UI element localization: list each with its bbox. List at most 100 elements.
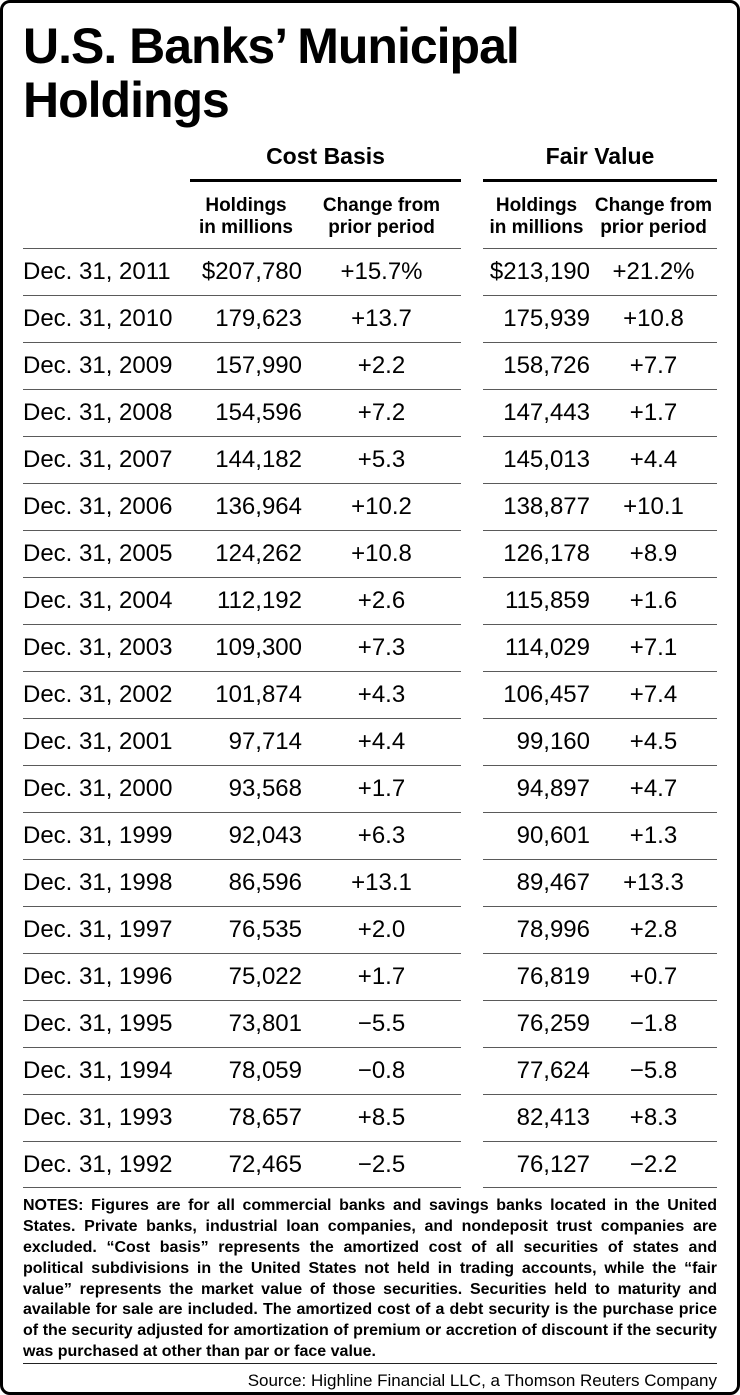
date-cell: Dec. 31, 1992 <box>23 1150 173 1178</box>
cost-change-cell: +1.7 <box>357 775 406 803</box>
date-cell: Dec. 31, 1999 <box>23 822 173 850</box>
fair-holdings-cell: 138,877 <box>503 493 590 521</box>
date-cell: Dec. 31, 2001 <box>23 728 173 756</box>
table-row: Dec. 31, 1997 76,535 +2.0 78,996 +2.8 <box>23 906 717 953</box>
fair-change-cell: +1.3 <box>629 822 678 850</box>
cost-change-header-line1: Change from <box>322 195 441 216</box>
fair-holdings-cell: 76,127 <box>516 1150 590 1178</box>
fair-change-cell: +8.3 <box>629 1104 678 1132</box>
fair-change-header: Change from prior period <box>590 191 717 248</box>
date-cell: Dec. 31, 2009 <box>23 352 173 380</box>
cost-holdings-cell: 72,465 <box>228 1150 302 1178</box>
fair-change-cell: +13.3 <box>623 869 684 897</box>
date-cell: Dec. 31, 1997 <box>23 916 173 944</box>
cost-change-cell: +2.0 <box>357 916 406 944</box>
table-row: Dec. 31, 2006 136,964 +10.2 138,877 +10.… <box>23 483 717 530</box>
cost-change-cell: +7.2 <box>357 399 406 427</box>
cost-holdings-cell: 92,043 <box>228 822 302 850</box>
table-row: Dec. 31, 2000 93,568 +1.7 94,897 +4.7 <box>23 765 717 812</box>
cost-change-cell: +13.7 <box>351 305 412 333</box>
column-gap <box>461 953 483 1000</box>
cost-change-cell: +2.6 <box>357 587 406 615</box>
column-gap <box>461 530 483 577</box>
fair-change-cell: −2.2 <box>629 1150 678 1178</box>
column-gap <box>461 718 483 765</box>
cost-holdings-cell: 154,596 <box>215 399 302 427</box>
date-cell: Dec. 31, 2008 <box>23 399 173 427</box>
notes-text: NOTES: Figures are for all commercial ba… <box>23 1197 717 1360</box>
cost-holdings-header-line1: Holdings <box>205 195 287 216</box>
cost-holdings-cell: 97,714 <box>228 728 302 756</box>
fair-change-cell: +7.4 <box>629 681 678 709</box>
fair-change-cell: +4.4 <box>629 446 678 474</box>
cost-change-cell: +4.4 <box>357 728 406 756</box>
column-gap <box>461 1047 483 1094</box>
cost-holdings-cell: 86,596 <box>228 869 302 897</box>
fair-change-cell: +4.5 <box>629 728 678 756</box>
cost-holdings-header-line2: in millions <box>199 216 293 238</box>
cost-holdings-cell: 93,568 <box>228 775 302 803</box>
fair-change-cell: +0.7 <box>629 963 678 991</box>
fair-change-cell: +10.1 <box>623 493 684 521</box>
table-row: Dec. 31, 1998 86,596 +13.1 89,467 +13.3 <box>23 859 717 906</box>
cost-change-cell: −5.5 <box>357 1010 406 1038</box>
cost-change-cell: +2.2 <box>357 352 406 380</box>
fair-holdings-cell: 115,859 <box>505 587 590 615</box>
fair-change-cell: −1.8 <box>629 1010 678 1038</box>
fair-change-cell: +4.7 <box>629 775 678 803</box>
column-gap <box>461 483 483 530</box>
column-gap <box>461 248 483 295</box>
page-title: U.S. Banks’ Municipal Holdings <box>23 18 520 128</box>
column-gap <box>461 859 483 906</box>
date-cell: Dec. 31, 2011 <box>23 258 171 286</box>
table-row: Dec. 31, 2011 $207,780 +15.7% $213,190 +… <box>23 248 717 295</box>
cost-change-cell: +1.7 <box>357 963 406 991</box>
fair-holdings-cell: 82,413 <box>516 1104 590 1132</box>
fair-change-cell: +10.8 <box>623 305 684 333</box>
date-cell: Dec. 31, 1995 <box>23 1010 173 1038</box>
table-row: Dec. 31, 2008 154,596 +7.2 147,443 +1.7 <box>23 389 717 436</box>
column-gap <box>461 295 483 342</box>
date-cell: Dec. 31, 2004 <box>23 587 173 615</box>
cost-holdings-header: Holdings in millions <box>190 191 302 248</box>
fair-change-cell: +21.2% <box>612 258 695 286</box>
cost-holdings-cell: 112,192 <box>217 587 302 615</box>
cost-holdings-cell: 109,300 <box>215 634 302 662</box>
table-row: Dec. 31, 2007 144,182 +5.3 145,013 +4.4 <box>23 436 717 483</box>
date-cell: Dec. 31, 2007 <box>23 446 173 474</box>
fair-holdings-cell: 158,726 <box>503 352 590 380</box>
date-cell: Dec. 31, 2000 <box>23 775 173 803</box>
table-row: Dec. 31, 2005 124,262 +10.8 126,178 +8.9 <box>23 530 717 577</box>
cost-change-cell: +10.8 <box>351 540 412 568</box>
fair-change-cell: −5.8 <box>629 1057 678 1085</box>
cost-holdings-cell: 124,262 <box>215 540 302 568</box>
table-row: Dec. 31, 2003 109,300 +7.3 114,029 +7.1 <box>23 624 717 671</box>
date-cell: Dec. 31, 1993 <box>23 1104 173 1132</box>
column-gap <box>461 812 483 859</box>
fair-holdings-cell: 99,160 <box>516 728 590 756</box>
fair-holdings-header-line2: in millions <box>489 216 584 238</box>
column-gap <box>461 436 483 483</box>
column-gap <box>461 191 483 248</box>
column-gap <box>461 1094 483 1141</box>
table-row: Dec. 31, 2010 179,623 +13.7 175,939 +10.… <box>23 295 717 342</box>
column-group-header-row: Cost Basis Fair Value <box>23 143 717 182</box>
table-row: Dec. 31, 2001 97,714 +4.4 99,160 +4.5 <box>23 718 717 765</box>
table-row: Dec. 31, 1995 73,801 −5.5 76,259 −1.8 <box>23 1000 717 1047</box>
column-gap <box>461 671 483 718</box>
fair-change-header-line1: Change from <box>594 195 713 216</box>
fair-change-cell: +7.7 <box>629 352 678 380</box>
fair-holdings-cell: 76,819 <box>516 963 590 991</box>
fair-value-group-label: Fair Value <box>483 143 717 182</box>
fair-holdings-cell: 94,897 <box>516 775 590 803</box>
cost-change-cell: +8.5 <box>357 1104 406 1132</box>
fair-holdings-cell: 78,996 <box>516 916 590 944</box>
table-row: Dec. 31, 1993 78,657 +8.5 82,413 +8.3 <box>23 1094 717 1141</box>
cost-holdings-cell: 136,964 <box>215 493 302 521</box>
column-gap <box>461 906 483 953</box>
fair-change-cell: +1.7 <box>629 399 678 427</box>
table-row: Dec. 31, 1994 78,059 −0.8 77,624 −5.8 <box>23 1047 717 1094</box>
column-gap <box>461 1000 483 1047</box>
column-gap <box>461 765 483 812</box>
cost-change-cell: +10.2 <box>351 493 412 521</box>
